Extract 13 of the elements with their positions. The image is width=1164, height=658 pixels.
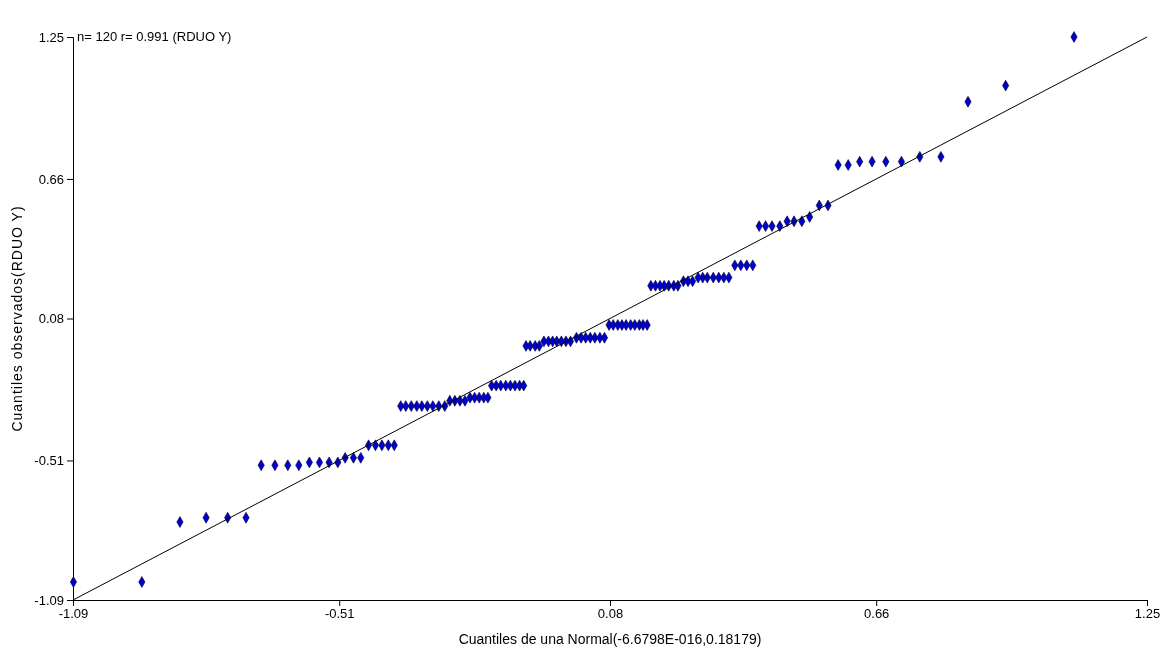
x-tick-label: 1.25	[1134, 606, 1161, 622]
x-tick-label: 0.66	[864, 606, 890, 622]
y-tick-label: -1.09	[34, 592, 64, 608]
x-tick-label: 0.08	[597, 606, 624, 622]
x-axis-title: Cuantiles de una Normal(-6.6798E-016,0.18179)	[458, 631, 762, 647]
annotation: n= 120 r= 0.991 (RDUO Y)	[77, 29, 232, 44]
x-tick-label: -0.51	[324, 606, 355, 622]
x-tick-label: -1.09	[58, 606, 89, 622]
y-tick-label: 0.66	[38, 171, 64, 187]
y-axis-title: Cuantiles observados(RDUO Y)	[9, 205, 25, 432]
y-tick-label: -0.51	[34, 453, 64, 469]
y-tick-label: 0.08	[38, 311, 64, 327]
y-tick-label: 1.25	[38, 29, 64, 45]
